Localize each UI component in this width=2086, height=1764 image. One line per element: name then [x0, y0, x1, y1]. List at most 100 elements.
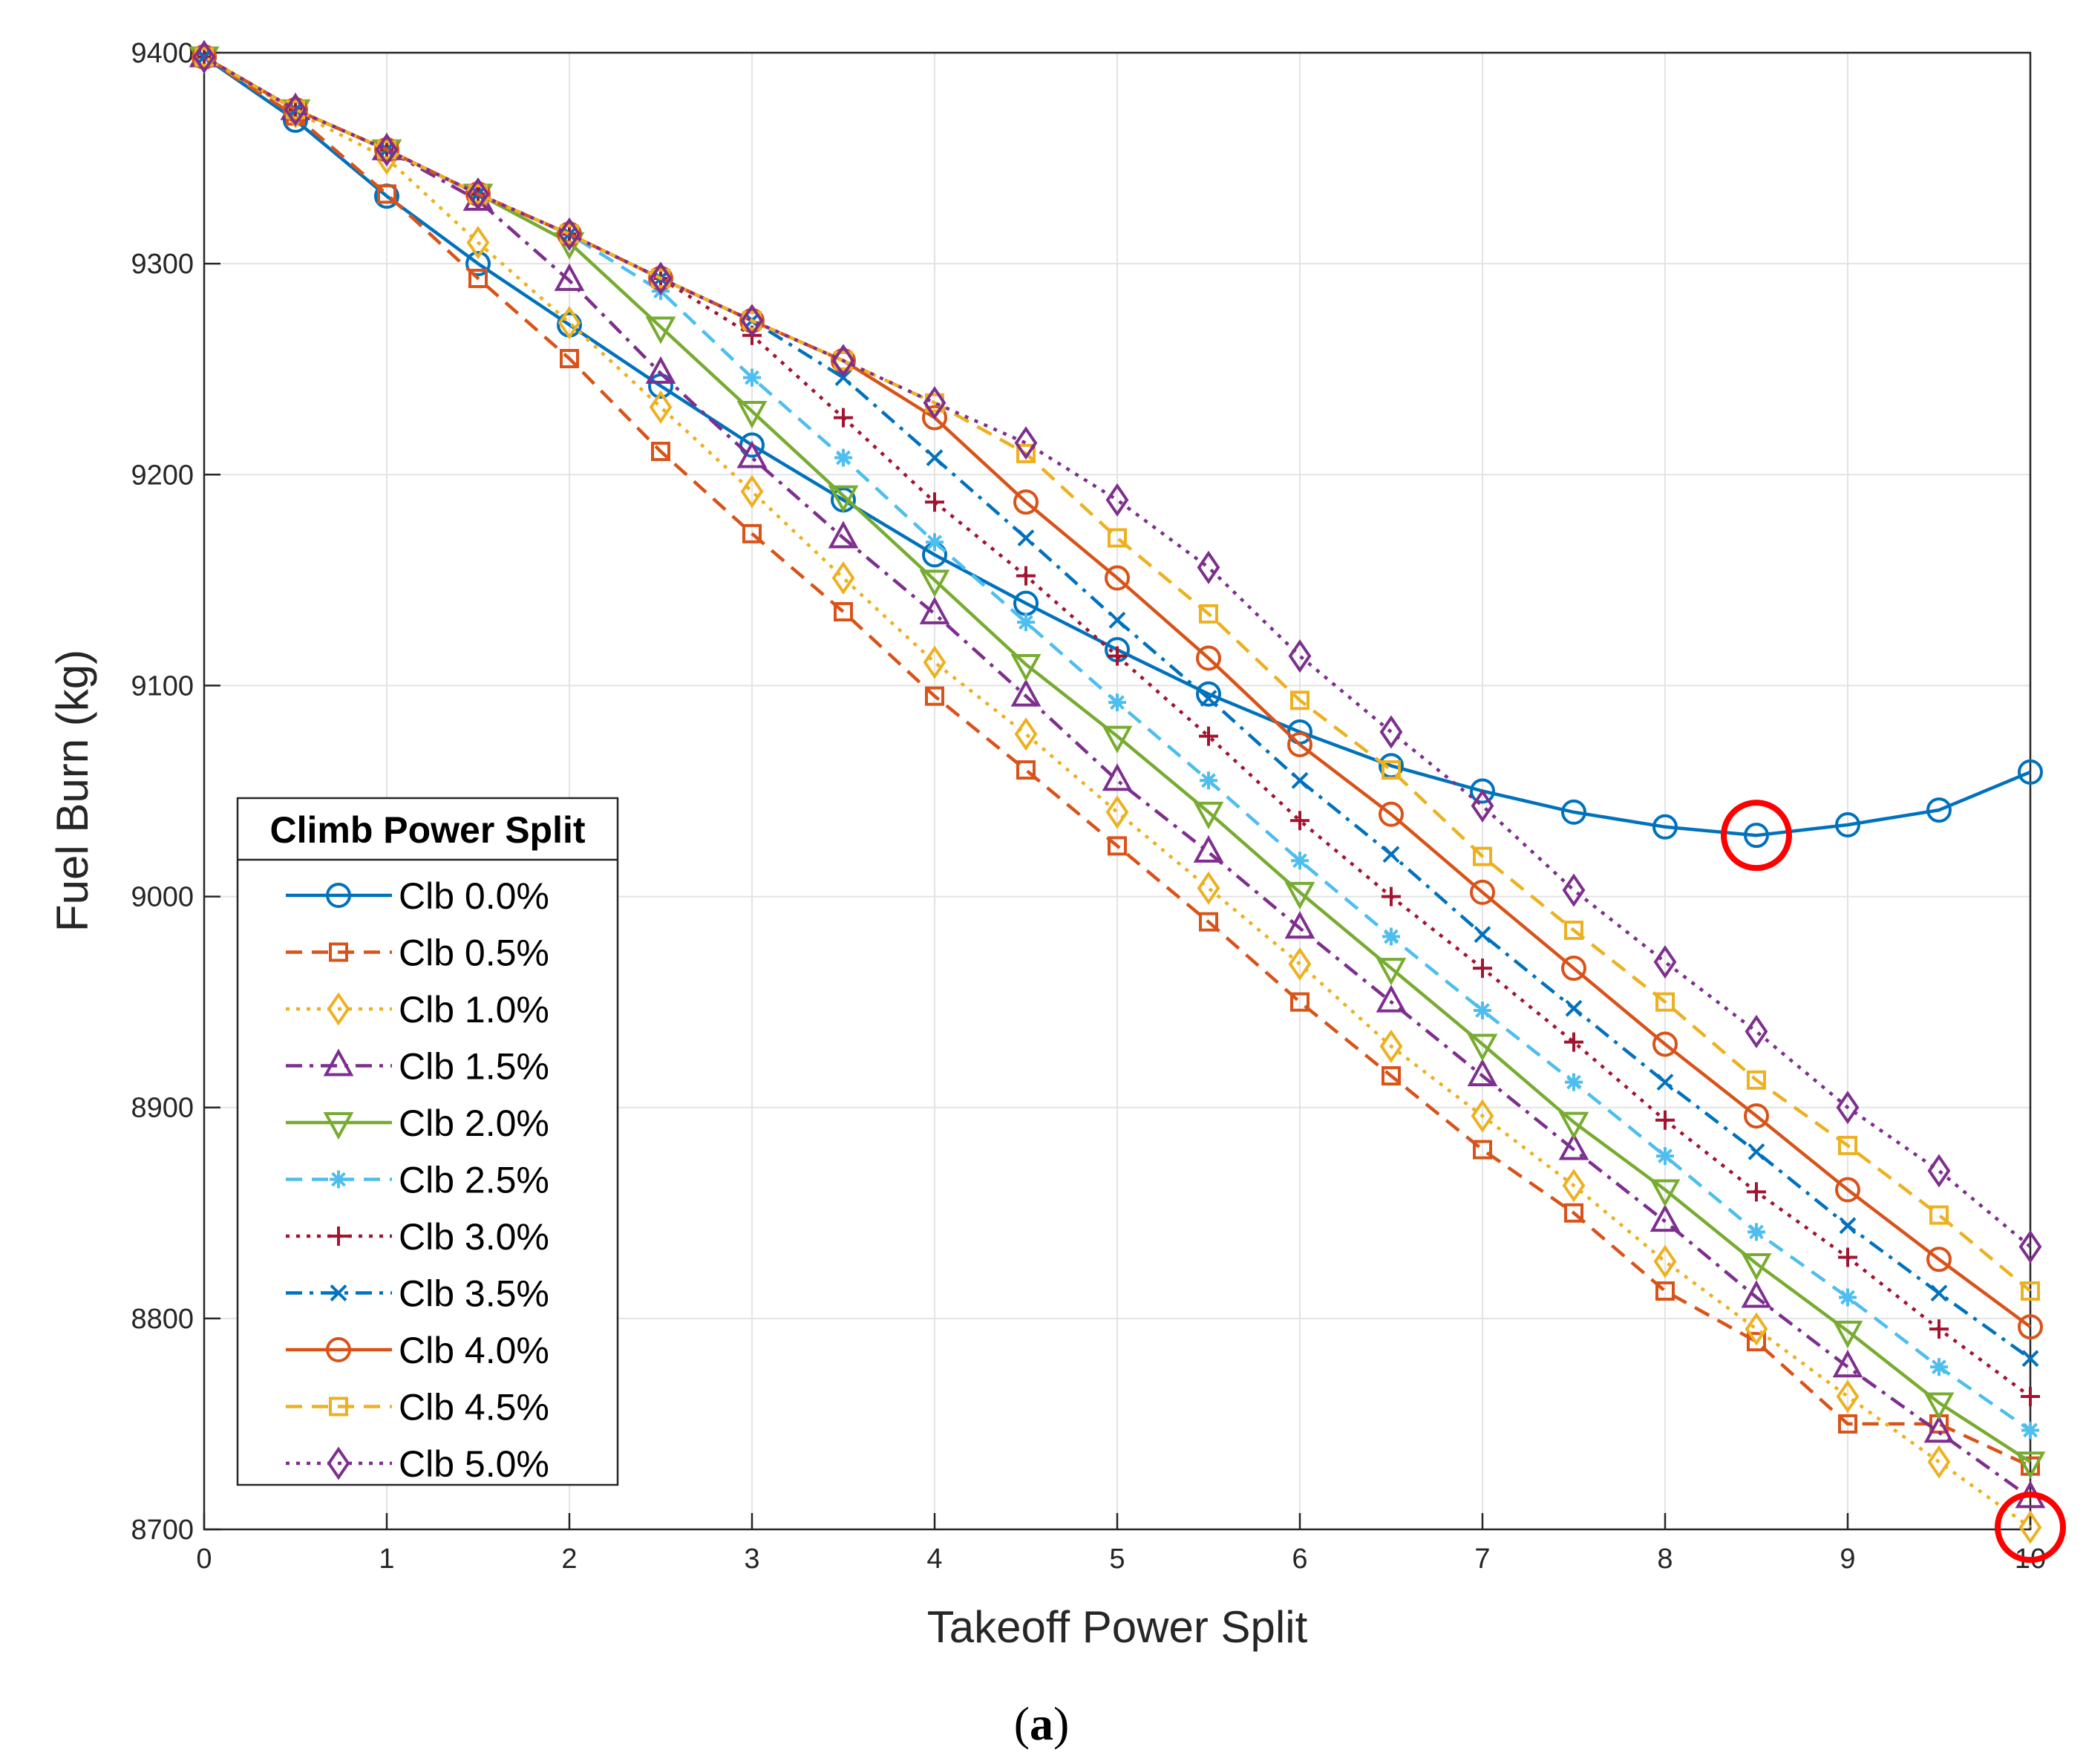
data-point [1839, 1288, 1857, 1307]
legend-label: Clb 3.5% [399, 1273, 549, 1315]
data-point [375, 133, 399, 167]
data-point [649, 261, 673, 295]
data-point [926, 533, 944, 552]
legend-marker [329, 1396, 348, 1417]
legend-item: Clb 1.0% [286, 989, 549, 1030]
data-point [466, 226, 490, 260]
x-tick-label: 5 [1109, 1544, 1125, 1575]
data-point [1376, 958, 1407, 986]
data-point [1745, 1014, 1768, 1048]
data-point [1653, 1244, 1677, 1278]
data-point [1200, 771, 1217, 790]
data-point [1930, 1284, 1948, 1302]
data-point [1926, 797, 1952, 823]
data-point [834, 369, 852, 386]
legend-item: Clb 0.0% [286, 875, 549, 917]
data-point [1838, 1414, 1857, 1434]
data-point [834, 408, 853, 428]
series-line [203, 55, 2031, 1468]
series-line [203, 55, 2032, 1463]
legend-items: Clb 0.0% Clb 0.5% Clb 1.0% Clb 1.5% Clb 2.0%… [286, 875, 549, 1485]
x-tick-label: 2 [561, 1544, 577, 1575]
data-point [1655, 1281, 1675, 1301]
legend-label: Clb 1.5% [399, 1046, 549, 1088]
data-point [1016, 760, 1036, 780]
series-line [203, 55, 2032, 1500]
data-point [2021, 1350, 2039, 1368]
data-point [1929, 1319, 1949, 1339]
highlight-circle [1721, 800, 1792, 872]
data-point [736, 401, 768, 429]
data-point [1473, 846, 1492, 866]
legend-label: Clb 0.0% [399, 875, 549, 917]
data-point [743, 368, 761, 387]
data-point [1108, 611, 1126, 629]
data-point [1741, 1280, 1772, 1308]
data-point [1288, 947, 1312, 981]
data-point [1836, 1091, 1860, 1125]
data-point [1284, 881, 1315, 910]
data-point [2018, 1510, 2042, 1544]
data-point [645, 316, 676, 344]
data-point [919, 596, 950, 624]
data-point [926, 449, 944, 466]
data-point [2018, 759, 2043, 785]
data-point [1652, 814, 1678, 840]
data-point [284, 93, 307, 127]
data-point [1016, 566, 1036, 586]
data-point [1747, 1332, 1766, 1352]
data-point [1744, 823, 1769, 849]
data-point [1291, 852, 1309, 870]
data-point [1832, 1350, 1863, 1378]
data-point [1835, 811, 1860, 837]
data-point [1655, 992, 1675, 1012]
legend-marker [323, 1048, 354, 1077]
data-series [189, 39, 2046, 1544]
x-tick-label: 9 [1840, 1544, 1855, 1575]
data-point [1017, 613, 1035, 632]
data-point [649, 390, 673, 424]
data-point [1649, 1203, 1681, 1232]
data-point [1745, 1312, 1768, 1346]
data-point [1653, 945, 1677, 979]
y-tick-label: 9200 [131, 460, 194, 491]
data-point [919, 569, 950, 598]
data-point [1652, 1031, 1678, 1057]
figure-caption: (a) [1014, 1697, 1070, 1750]
y-axis-label: Fuel Burn (kg) [48, 650, 97, 932]
legend: Climb Power Split Clb 0.0% Clb 0.5% Clb 1.… [236, 797, 619, 1486]
data-point [1747, 1143, 1765, 1160]
data-point [558, 217, 581, 251]
data-point [828, 520, 859, 549]
data-point [2021, 1421, 2039, 1440]
data-point [1471, 1099, 1494, 1133]
caption-close-paren: ) [1053, 1697, 1069, 1750]
data-point [377, 184, 396, 204]
data-point [1747, 1070, 1766, 1090]
y-tick-label: 9100 [131, 670, 194, 702]
data-point [1558, 1111, 1589, 1140]
data-point [1562, 1169, 1586, 1203]
data-point [1564, 921, 1583, 941]
y-tick-label: 8900 [131, 1093, 194, 1124]
data-point [1927, 1445, 1951, 1479]
data-point [1102, 763, 1133, 791]
data-point [1473, 1140, 1492, 1160]
y-tick-label: 9000 [131, 882, 194, 913]
legend-item: Clb 3.5% [286, 1273, 549, 1315]
data-point [831, 344, 855, 378]
data-point [1474, 926, 1491, 944]
data-point [834, 601, 853, 621]
data-point [1105, 483, 1129, 517]
data-point [1835, 1177, 1860, 1203]
data-point [1016, 443, 1036, 463]
legend-marker [329, 942, 348, 962]
data-point [1382, 886, 1401, 906]
legend-marker [326, 1337, 351, 1362]
data-point [1379, 1029, 1403, 1063]
y-tick-label: 9300 [131, 249, 194, 280]
data-point [554, 263, 585, 291]
x-tick-label: 7 [1474, 1544, 1490, 1575]
data-point [1196, 645, 1221, 671]
